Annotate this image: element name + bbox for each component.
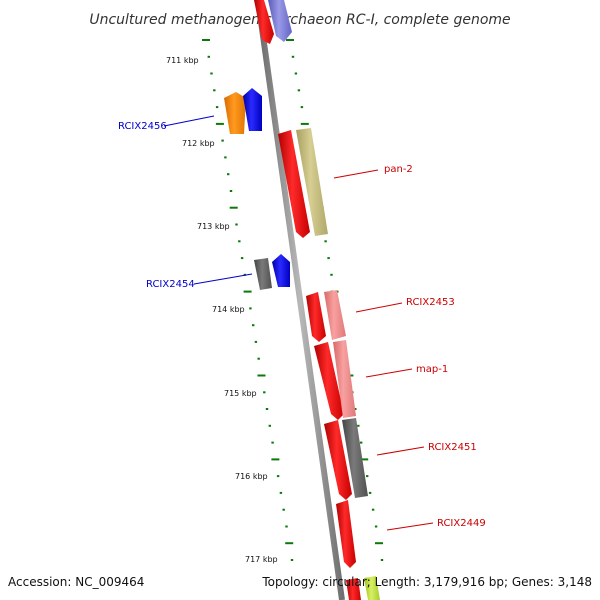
gene-bottom-lime[interactable] [364,576,380,600]
scale-label-711: 711 kbp [166,56,199,65]
gene-rcix2456-orange[interactable] [224,92,246,134]
scale-label-713: 713 kbp [197,222,230,231]
gene-rcix2454-blue[interactable] [272,254,290,287]
gene-top-red[interactable] [254,0,274,44]
inner-tick-marks [202,39,294,561]
gene-map1-pink[interactable] [333,340,356,418]
label-pan2[interactable]: pan-2 [384,164,413,175]
gene-bottom-red[interactable] [346,578,361,600]
label-rcix2456[interactable]: RCIX2456 [118,121,167,132]
label-map1[interactable]: map-1 [416,364,448,375]
connector-map1 [365,368,413,378]
label-rcix2451[interactable]: RCIX2451 [428,442,477,453]
accession-text: Accession: NC_009464 [8,575,144,589]
gene-pan2-red[interactable] [278,130,310,238]
scale-label-714: 714 kbp [212,305,245,314]
gene-rcix2454-gray[interactable] [254,258,272,290]
connector-rcix2449 [386,522,434,531]
map-title: Uncultured methanogenic archaeon RC-I, c… [89,12,510,28]
label-rcix2453[interactable]: RCIX2453 [406,297,455,308]
gene-pan2-olive[interactable] [296,128,328,236]
gene-rcix2451-gray[interactable] [342,418,368,498]
gene-rcix2451-red[interactable] [324,420,352,500]
gene-rcix2449-red[interactable] [336,500,356,568]
gene-rcix2456-blue[interactable] [243,88,262,131]
scale-label-716: 716 kbp [235,472,268,481]
connector-pan2 [333,169,379,179]
gene-top-purple[interactable] [268,0,292,42]
gene-rcix2453-pink[interactable] [324,290,346,340]
connector-rcix2456 [163,115,215,127]
label-rcix2454[interactable]: RCIX2454 [146,279,195,290]
genome-summary-text: Topology: circular; Length: 3,179,916 bp… [261,575,592,589]
connector-rcix2451 [376,446,425,456]
gene-map1-red[interactable] [314,342,344,420]
scale-label-715: 715 kbp [224,389,257,398]
scale-label-712: 712 kbp [182,139,215,148]
connector-rcix2454 [193,273,253,285]
label-rcix2449[interactable]: RCIX2449 [437,518,486,529]
scale-label-717: 717 kbp [245,555,278,564]
connector-rcix2453 [355,302,403,313]
genome-backbone [255,0,345,600]
gene-rcix2453-red[interactable] [306,292,326,342]
